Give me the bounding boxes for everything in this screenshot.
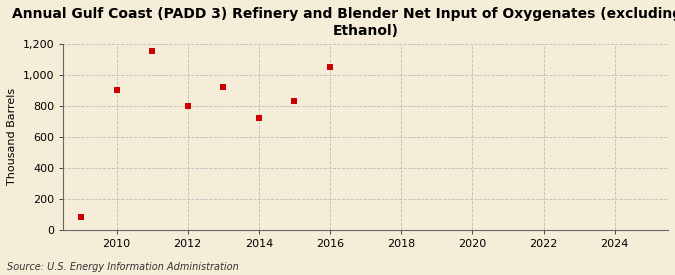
Point bbox=[289, 99, 300, 103]
Text: Source: U.S. Energy Information Administration: Source: U.S. Energy Information Administ… bbox=[7, 262, 238, 272]
Title: Annual Gulf Coast (PADD 3) Refinery and Blender Net Input of Oxygenates (excludi: Annual Gulf Coast (PADD 3) Refinery and … bbox=[11, 7, 675, 38]
Point bbox=[325, 65, 335, 69]
Y-axis label: Thousand Barrels: Thousand Barrels bbox=[7, 88, 17, 185]
Point bbox=[76, 215, 86, 219]
Point bbox=[146, 49, 157, 54]
Point bbox=[182, 103, 193, 108]
Point bbox=[111, 88, 122, 92]
Point bbox=[253, 116, 264, 120]
Point bbox=[218, 85, 229, 89]
